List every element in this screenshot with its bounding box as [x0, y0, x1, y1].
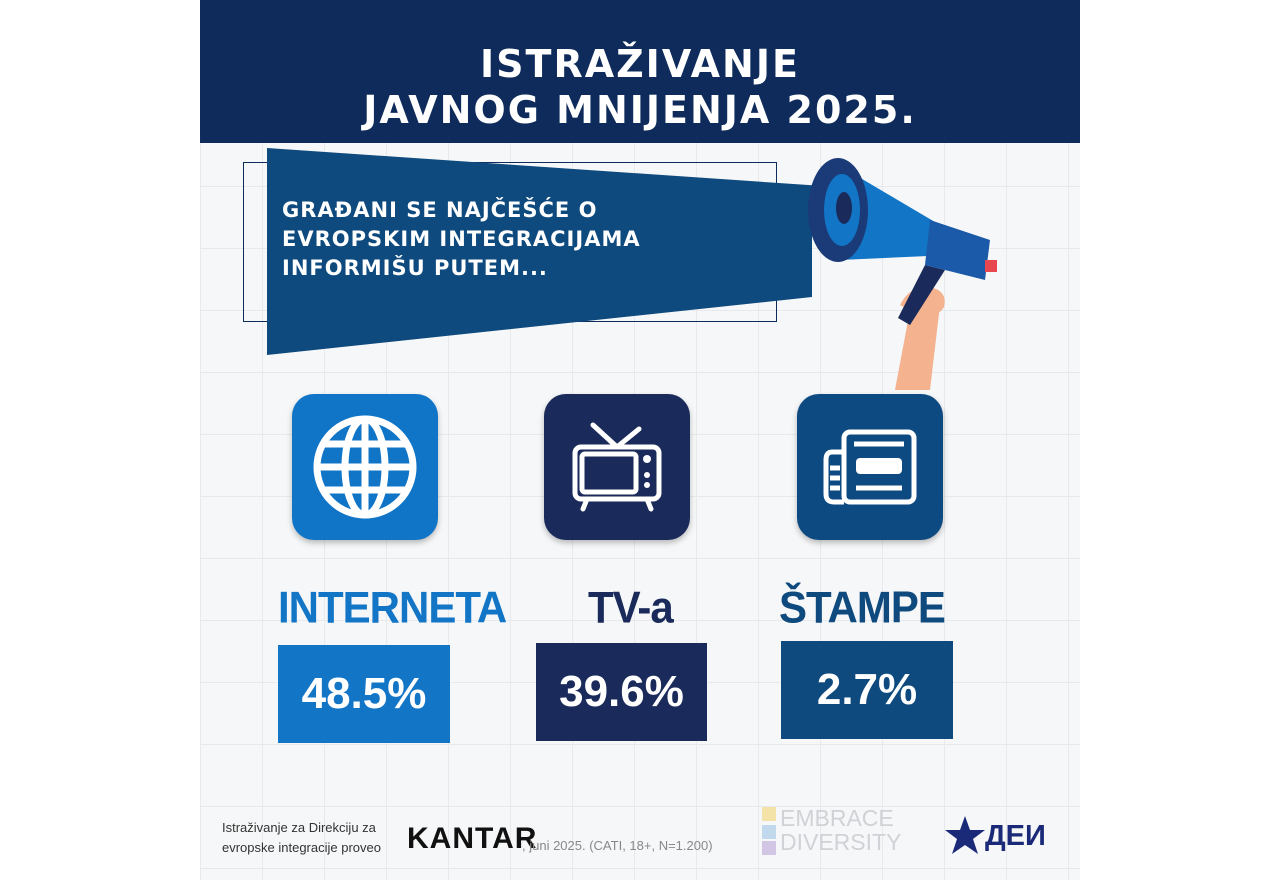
- value-press: 2.7%: [781, 641, 953, 739]
- kantar-logo: KANTAR: [407, 822, 538, 855]
- embrace-diversity-logo: [762, 807, 776, 855]
- label-press: ŠTAMPE: [779, 582, 946, 633]
- footer-line-1: Istraživanje za Direkciju za: [222, 820, 376, 835]
- banner-text: GRAĐANI SE NAJČEŠĆE O EVROPSKIM INTEGRAC…: [282, 196, 752, 283]
- dei-logo-text: ДЕИ: [985, 820, 1046, 852]
- embrace-diversity-text: EMBRACE DIVERSITY: [780, 806, 901, 854]
- press-tile: [797, 394, 943, 540]
- footer-line-2: evropske integracije proveo: [222, 840, 381, 855]
- label-tv: TV-a: [588, 582, 674, 633]
- title-line-1: ISTRAŽIVANJE: [480, 42, 800, 86]
- dei-star-logo: [945, 816, 985, 854]
- banner-line-1: GRAĐANI SE NAJČEŠĆE O: [282, 198, 598, 222]
- title-line-2: JAVNOG MNIJENJA 2025.: [363, 88, 917, 132]
- tv-icon: [572, 422, 662, 512]
- embrace-line-2: DIVERSITY: [780, 829, 902, 855]
- footer-credit: Istraživanje za Direkciju za evropske in…: [222, 818, 412, 858]
- survey-note: , juni 2025. (CATI, 18+, N=1.200): [522, 838, 713, 853]
- value-tv: 39.6%: [536, 643, 707, 741]
- newspaper-icon: [823, 429, 917, 505]
- value-internet: 48.5%: [278, 645, 450, 743]
- label-internet: INTERNETA: [278, 582, 507, 633]
- embrace-line-1: EMBRACE: [780, 805, 894, 831]
- page-title: ISTRAŽIVANJE JAVNOG MNIJENJA 2025.: [200, 0, 1080, 143]
- internet-tile: [292, 394, 438, 540]
- banner-line-3: INFORMIŠU PUTEM...: [282, 256, 548, 280]
- banner-line-2: EVROPSKIM INTEGRACIJAMA: [282, 227, 641, 251]
- tv-tile: [544, 394, 690, 540]
- megaphone-icon: [808, 158, 997, 390]
- globe-icon: [313, 415, 417, 519]
